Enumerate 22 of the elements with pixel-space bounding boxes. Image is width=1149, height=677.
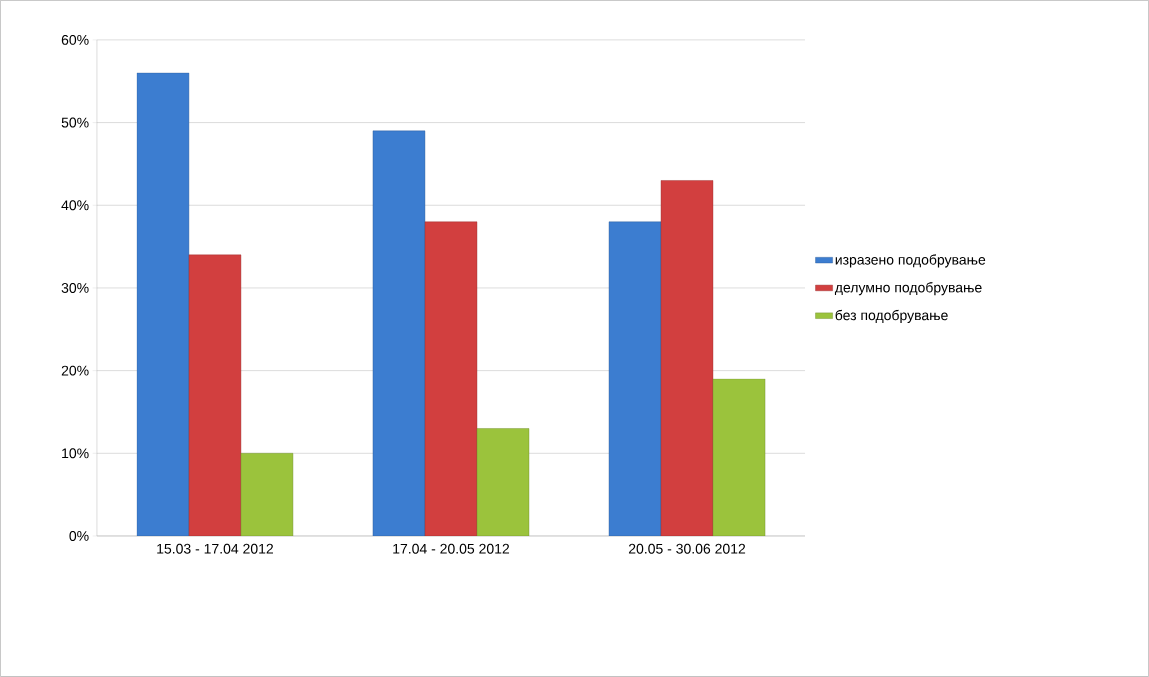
y-tick-label: 60% — [61, 34, 89, 45]
x-tick-label: 20.05 - 30.06 2012 — [628, 543, 746, 554]
y-tick-label: 10% — [62, 448, 89, 459]
y-tick-label: 0% — [69, 531, 89, 541]
bar — [608, 221, 662, 537]
legend-label: изразено подобрување — [835, 254, 986, 268]
bar — [188, 254, 242, 537]
bar — [476, 428, 530, 537]
legend-label: без подобрување — [835, 309, 948, 324]
x-tick-label: 17.04 - 20.05 2012 — [393, 543, 510, 554]
bar — [660, 180, 714, 537]
bar — [424, 221, 478, 537]
bar — [240, 453, 294, 537]
y-tick-label: 40% — [61, 200, 89, 211]
y-tick-label: 50% — [61, 117, 89, 128]
y-tick-label: 30% — [61, 283, 89, 293]
bar — [372, 130, 426, 537]
y-tick-label: 20% — [61, 365, 89, 376]
x-tick-label: 15.03 - 17.04 2012 — [157, 543, 273, 554]
bar — [712, 378, 766, 537]
legend-label: делумно подобрување — [834, 282, 982, 296]
bar — [136, 72, 190, 537]
